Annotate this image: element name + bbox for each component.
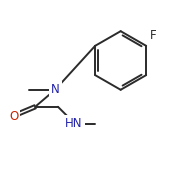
Text: N: N [51,83,59,96]
Text: F: F [150,29,156,43]
Text: HN: HN [65,117,83,130]
Text: O: O [10,110,19,123]
